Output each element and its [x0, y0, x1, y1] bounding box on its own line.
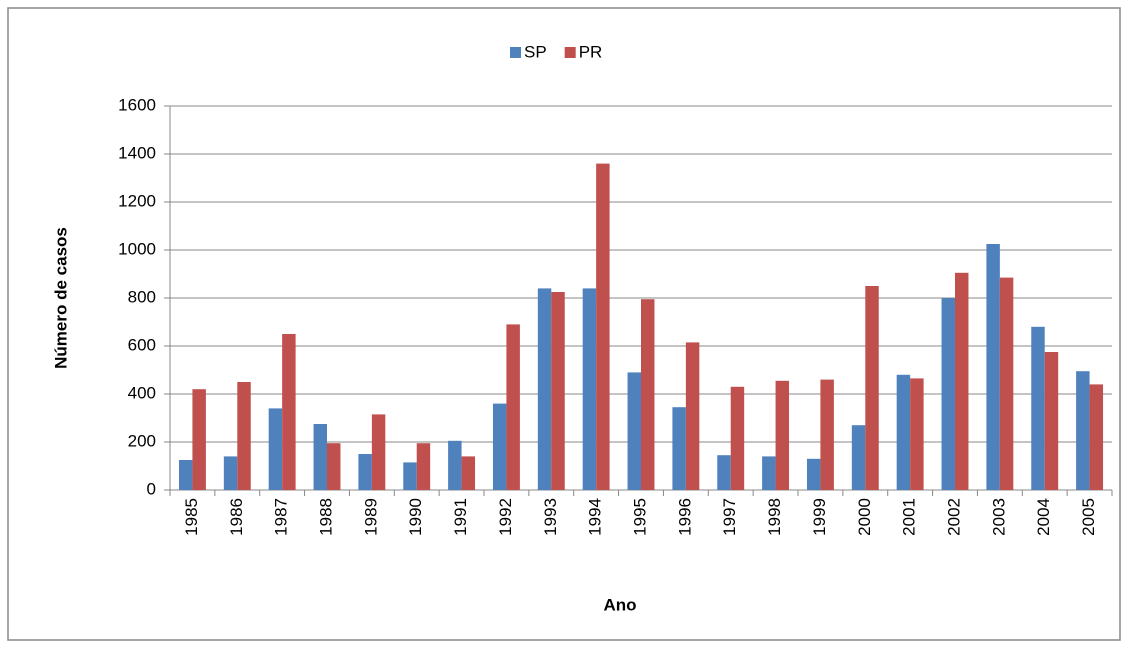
bar [551, 292, 565, 490]
bar [910, 378, 924, 490]
y-tick-label: 1000 [118, 239, 156, 258]
bar [461, 456, 476, 490]
bar [851, 425, 866, 490]
x-tick-label: 1987 [272, 498, 291, 536]
x-tick-label: 2000 [855, 498, 874, 536]
x-tick-label: 1988 [316, 498, 335, 536]
y-tick-label: 1600 [118, 95, 156, 114]
x-tick-label: 2004 [1034, 498, 1053, 536]
y-tick-label: 1200 [118, 191, 156, 210]
bar [955, 272, 969, 490]
bar [762, 456, 776, 490]
bar [327, 443, 341, 490]
y-tick-label: 0 [147, 479, 156, 498]
bar [313, 424, 327, 490]
bar [416, 443, 431, 490]
bar [1089, 384, 1104, 490]
x-tick-label: 1986 [227, 498, 246, 536]
bar [1044, 352, 1059, 490]
x-tick-label: 2002 [944, 498, 963, 536]
x-tick-label: 1992 [496, 498, 515, 536]
bar [582, 288, 597, 490]
bar [641, 299, 655, 490]
bar [178, 460, 193, 490]
bar [403, 462, 417, 490]
x-tick-label: 1989 [361, 498, 380, 536]
bar [492, 403, 507, 490]
x-tick-label: 2003 [989, 498, 1008, 536]
bar [730, 386, 745, 490]
y-tick-label: 1400 [118, 143, 156, 162]
x-tick-label: 1991 [451, 498, 470, 536]
y-tick-label: 400 [128, 383, 156, 402]
legend-label: PR [579, 42, 603, 61]
x-tick-label: 1993 [541, 498, 560, 536]
bar [223, 456, 238, 490]
legend-swatch [510, 47, 521, 58]
bar [506, 324, 520, 490]
x-tick-label: 2005 [1079, 498, 1098, 536]
bar [268, 408, 283, 490]
bar [775, 380, 790, 490]
bar [685, 342, 700, 490]
bar [1031, 326, 1045, 490]
x-tick-label: 1995 [630, 498, 649, 536]
legend-label: SP [524, 42, 547, 61]
bar [999, 277, 1014, 490]
bar [820, 379, 834, 490]
bar [596, 163, 610, 490]
x-tick-label: 1998 [765, 498, 784, 536]
bar [237, 382, 251, 490]
bar [896, 374, 911, 490]
bar [371, 414, 386, 490]
x-tick-label: 1990 [406, 498, 425, 536]
x-tick-label: 1999 [810, 498, 829, 536]
y-tick-label: 600 [128, 335, 156, 354]
x-axis-title: Ano [603, 595, 636, 614]
bar [865, 286, 879, 490]
bar [986, 244, 1000, 490]
x-tick-label: 2001 [900, 498, 919, 536]
bar [282, 334, 296, 490]
bar [806, 458, 821, 490]
x-tick-label: 1985 [182, 498, 201, 536]
bar [537, 288, 552, 490]
y-axis-title: Número de casos [51, 227, 70, 369]
bar [717, 455, 731, 490]
x-tick-label: 1996 [675, 498, 694, 536]
x-tick-label: 1994 [586, 498, 605, 536]
x-tick-label: 1997 [720, 498, 739, 536]
bar [1076, 371, 1090, 490]
bar [941, 298, 955, 490]
bar [627, 372, 641, 490]
bar [192, 389, 206, 490]
legend-swatch [564, 47, 576, 58]
y-tick-label: 800 [128, 287, 156, 306]
bar [448, 440, 462, 490]
y-tick-label: 200 [128, 431, 156, 450]
bar [672, 407, 686, 490]
bar [358, 454, 372, 490]
